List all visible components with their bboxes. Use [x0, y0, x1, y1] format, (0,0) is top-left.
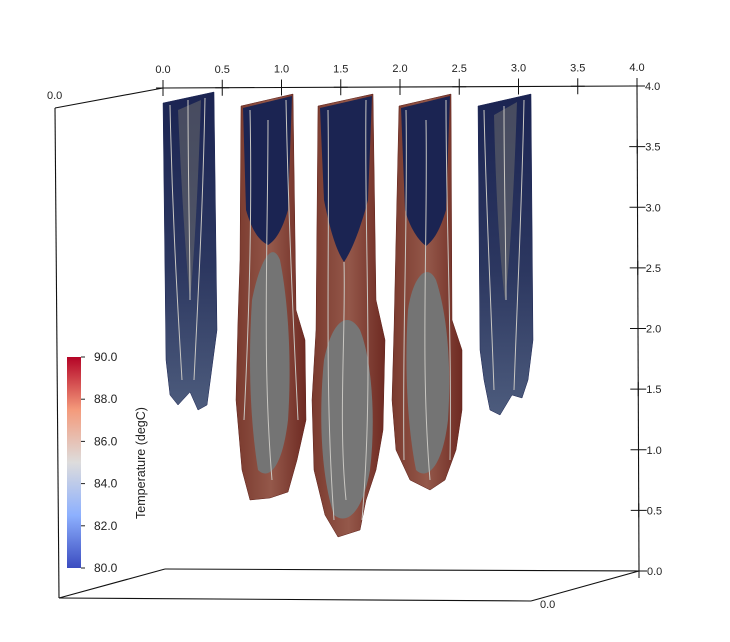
top-axis-tick — [452, 78, 467, 95]
plume-warm-right — [391, 93, 463, 491]
box-edge-left — [54, 107, 60, 599]
plume-cold-right — [477, 93, 534, 416]
right-axis-tick — [630, 382, 647, 397]
top-axis-tick-label: 2.0 — [392, 63, 407, 75]
right-axis-tick-label: 1.5 — [646, 384, 661, 396]
right-axis-tick-label: 2.5 — [646, 263, 661, 275]
color-legend-label: 90.0 — [94, 350, 118, 364]
bounding-box — [54, 85, 640, 602]
top-axis-tick — [333, 79, 348, 96]
color-legend-gradient — [67, 357, 81, 568]
top-axis-tick-label: 2.5 — [452, 63, 467, 75]
top-axis-tick — [274, 79, 289, 96]
back-left-corner-label: 0.0 — [47, 90, 62, 102]
right-axis: 4.0 3.5 3.0 2.5 2.0 1.5 1.0 0.5 0.0 — [629, 79, 662, 578]
right-axis-tick-label: 3.5 — [645, 142, 660, 154]
top-axis-tick — [511, 78, 526, 95]
top-axis-tick-label: 0.5 — [215, 64, 230, 76]
right-axis-tick-label: 3.0 — [646, 202, 661, 214]
color-legend-label: 82.0 — [94, 519, 118, 533]
color-legend-label: 88.0 — [94, 392, 118, 406]
right-axis-tick-label: 2.0 — [646, 324, 661, 336]
plume-warm-center — [311, 93, 386, 538]
right-axis-tick — [629, 260, 646, 275]
color-legend-label: 80.0 — [94, 561, 118, 575]
right-axis-tick-label: 0.0 — [647, 566, 662, 578]
box-edge-top-left — [54, 87, 164, 109]
box-edge-bottom — [164, 568, 640, 572]
box-edge-front-right — [530, 570, 640, 602]
top-axis-tick-label: 3.0 — [511, 63, 526, 75]
right-axis-tick-label: 1.0 — [647, 445, 662, 457]
right-axis-tick — [629, 139, 646, 154]
top-axis-tick — [215, 79, 230, 96]
color-legend: 90.0 88.0 86.0 84.0 82.0 80.0 Temperature (de… — [67, 350, 148, 575]
top-axis-tick-label: 3.5 — [570, 62, 585, 74]
right-axis-tick-label: 0.5 — [647, 505, 662, 517]
top-axis-tick — [393, 79, 407, 95]
top-axis-tick — [156, 80, 170, 96]
box-edge-front — [58, 597, 532, 602]
top-axis-tick-label: 0.0 — [155, 64, 170, 76]
right-axis-tick — [629, 200, 646, 215]
top-axis: 0.0 0.5 1.0 1.5 2.0 2.5 3.0 3.5 4.0 — [155, 62, 645, 96]
plume-cold-left — [162, 91, 218, 411]
right-axis-tick — [629, 79, 645, 93]
plume-warm-left — [235, 93, 307, 501]
right-axis-tick — [631, 564, 647, 578]
top-axis-tick-label: 4.0 — [629, 62, 644, 74]
color-legend-title: Temperature (degC) — [134, 407, 148, 519]
color-legend-label: 86.0 — [94, 434, 118, 448]
right-axis-tick-label: 4.0 — [645, 81, 660, 93]
right-axis-tick — [630, 321, 646, 336]
right-axis-tick — [630, 503, 647, 518]
top-axis-tick — [570, 78, 585, 95]
front-bottom-corner-label: 0.0 — [540, 599, 555, 611]
top-axis-tick-label: 1.0 — [274, 64, 289, 76]
right-axis-tick — [630, 442, 647, 457]
top-axis-tick-label: 1.5 — [333, 63, 348, 75]
color-legend-label: 84.0 — [94, 477, 118, 491]
box-edge-bottom-left — [58, 568, 166, 599]
